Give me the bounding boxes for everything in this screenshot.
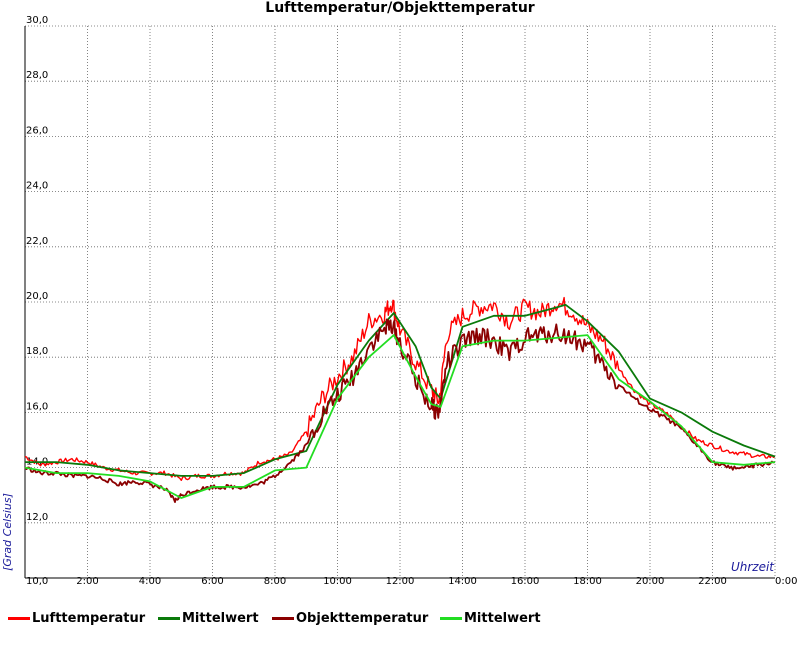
legend-label-lufttemperatur: Lufttemperatur [32, 610, 146, 626]
x-tick-label: 12:00 [386, 576, 415, 587]
legend-swatch-mittelwert-2 [440, 616, 462, 620]
y-tick-label: 26,0 [26, 125, 48, 136]
x-tick-label: 16:00 [511, 576, 540, 587]
y-tick-label: 12,0 [26, 512, 48, 523]
x-tick-label: 10:00 [323, 576, 352, 587]
legend-item-objekttemperatur: Objekttemperatur [272, 608, 428, 628]
x-tick-label: 0:00 [775, 576, 797, 587]
legend-item-lufttemperatur: Lufttemperatur [8, 608, 145, 628]
y-tick-label: 30,0 [26, 15, 48, 26]
legend-label-mittelwert-1: Mittelwert [182, 610, 259, 626]
grid-layer [25, 25, 776, 578]
x-tick-label: 14:00 [448, 576, 477, 587]
x-tick-label: 18:00 [573, 576, 602, 587]
x-tick-label: 6:00 [201, 576, 223, 587]
legend-item-mittelwert-1: Mittelwert [158, 608, 259, 628]
y-tick-label: 18,0 [26, 346, 48, 357]
x-tick-label: 8:00 [264, 576, 286, 587]
legend: Lufttemperatur Mittelwert Objekttemperat… [8, 608, 792, 628]
legend-item-mittelwert-2: Mittelwert [440, 608, 541, 628]
x-tick-label: 20:00 [636, 576, 665, 587]
legend-swatch-mittelwert-1 [158, 616, 180, 620]
y-tick-label: 16,0 [26, 401, 48, 412]
x-tick-label: 2:00 [76, 576, 98, 587]
series-line-2 [24, 318, 776, 504]
axis-layer: 10,012,014,016,018,020,022,024,026,028,0… [24, 15, 797, 587]
y-tick-label: 22,0 [26, 236, 48, 247]
y-tick-label: 24,0 [26, 181, 48, 192]
x-axis-label: Uhrzeit [730, 560, 774, 574]
legend-label-objekttemperatur: Objekttemperatur [296, 610, 429, 626]
series-line-3 [24, 334, 776, 499]
y-tick-label: 28,0 [26, 70, 48, 81]
series-layer [24, 296, 776, 504]
x-tick-label: 22:00 [698, 576, 727, 587]
x-tick-label: 4:00 [139, 576, 161, 587]
legend-swatch-objekttemperatur [272, 616, 294, 620]
legend-label-mittelwert-2: Mittelwert [464, 610, 541, 626]
y-tick-label: 20,0 [26, 291, 48, 302]
series-line-1 [25, 303, 776, 477]
y-axis-label: [Grad Celsius] [1, 493, 14, 571]
y-tick-label: 10,0 [26, 576, 48, 587]
legend-swatch-lufttemperatur [8, 616, 30, 620]
chart-title: Lufttemperatur/Objekttemperatur [265, 0, 535, 16]
